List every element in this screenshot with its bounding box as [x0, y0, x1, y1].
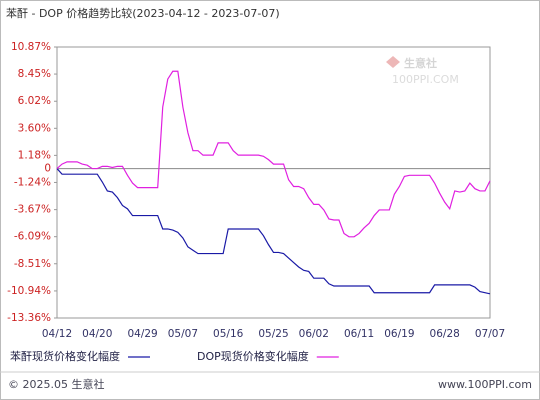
y-tick-label: -10.94% — [7, 285, 51, 297]
y-tick-label: 8.45% — [18, 68, 51, 80]
y-tick-label: -8.51% — [14, 258, 51, 270]
x-tick-label: 04/12 — [42, 328, 72, 340]
series-line — [56, 168, 491, 295]
y-tick-label: -3.67% — [14, 204, 51, 216]
x-tick-label: 05/07 — [168, 328, 198, 340]
series-line — [56, 70, 491, 238]
x-tick-label: 06/02 — [299, 328, 329, 340]
legend-label: DOP现货价格变化幅度 — [197, 349, 309, 363]
x-tick-label: 04/29 — [127, 328, 157, 340]
x-tick-label: 06/19 — [384, 328, 414, 340]
watermark: 生意社 100PPI.COM — [386, 56, 459, 86]
y-tick-label: 1.18% — [18, 149, 51, 161]
x-tick-label: 04/20 — [82, 328, 112, 340]
y-tick-label: -6.09% — [14, 231, 51, 243]
x-tick-label: 05/16 — [213, 328, 244, 340]
x-tick-label: 06/28 — [430, 328, 460, 340]
x-tick-label: 06/11 — [344, 328, 374, 340]
y-tick-label: 3.60% — [18, 122, 51, 134]
y-tick-label: 10.87% — [11, 41, 51, 53]
watermark-name: 生意社 — [404, 56, 437, 70]
footer-site: www.100PPI.com — [438, 378, 532, 391]
footer-copyright: © 2025.05 生意社 — [8, 377, 104, 391]
y-tick-label: 6.02% — [18, 95, 51, 107]
chart-title: 苯酐 - DOP 价格趋势比较(2023-04-12 - 2023-07-07) — [6, 6, 280, 20]
y-tick-label: -1.24% — [14, 176, 51, 188]
x-tick-label: 07/07 — [475, 328, 505, 340]
watermark-site: 100PPI.COM — [392, 73, 459, 86]
legend-label: 苯酐现货价格变化幅度 — [10, 349, 120, 363]
y-tick-label: 0 — [44, 163, 51, 175]
y-tick-label: -13.36% — [7, 312, 51, 324]
watermark-logo — [386, 56, 400, 68]
x-tick-label: 05/25 — [258, 328, 288, 340]
